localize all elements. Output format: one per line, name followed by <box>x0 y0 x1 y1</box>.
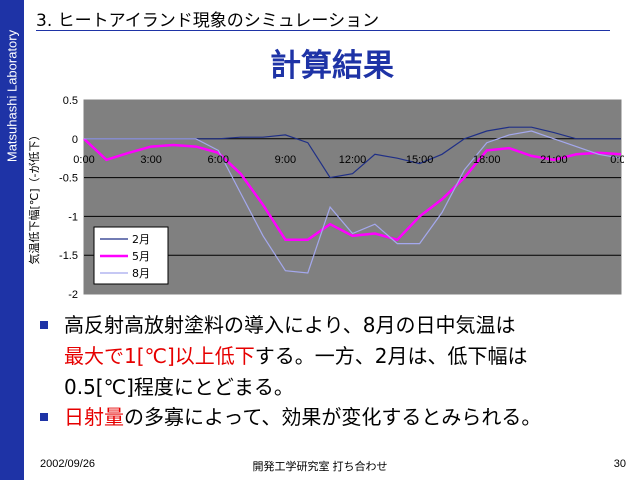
sidebar-label: Matsuhashi Laboratory <box>4 29 20 163</box>
x-tick-label: 3:00 <box>140 154 161 166</box>
bullet-line: 日射量の多寡によって、効果が変化するとみられる。 <box>64 404 541 431</box>
bullet-text: 0.5[℃]程度にとどまる。 <box>64 375 294 399</box>
bullet-text: の多寡によって、効果が変化するとみられる。 <box>124 405 542 429</box>
legend-label: 8月 <box>132 267 150 280</box>
y-tick-label: -0.5 <box>59 173 78 185</box>
legend-label: 2月 <box>132 233 150 246</box>
heading-rule <box>36 30 610 31</box>
series-line-3 <box>84 130 622 274</box>
footer-page-number: 30 <box>613 458 626 470</box>
x-tick-label: 9:00 <box>275 154 296 166</box>
bullet-square-icon <box>40 321 48 329</box>
y-axis-label: 気温低下幅[℃]（-が低下） <box>27 130 41 265</box>
y-tick-label: -2 <box>68 289 78 301</box>
bullet-line: 0.5[℃]程度にとどまる。 <box>64 374 294 401</box>
bullet-square-icon <box>40 413 48 421</box>
sidebar <box>0 0 24 480</box>
bullet-text: 高反射高放射塗料の導入により、8月の日中気温は <box>64 313 516 337</box>
sidebar-label-wrap: Matsuhashi Laboratory <box>0 0 24 480</box>
section-heading: 3. ヒートアイランド現象のシミュレーション <box>36 11 380 31</box>
legend-label: 5月 <box>132 250 150 263</box>
line-chart: 0:00 3:00 6:00 9:00 12:00 15:00 18:00 21:00 0:0 0… <box>27 95 624 301</box>
y-tick-label: 0 <box>72 134 78 146</box>
footer-date: 2002/09/26 <box>40 458 96 470</box>
y-tick-label: -1 <box>68 211 78 223</box>
bullet-line: 高反射高放射塗料の導入により、8月の日中気温は <box>64 312 516 339</box>
y-tick-label: -1.5 <box>59 250 78 262</box>
bullet-line: 最大で1[℃]以上低下する。一方、2月は、低下幅は <box>64 343 528 370</box>
y-tick-label: 0.5 <box>63 95 78 107</box>
bullet-text: する。一方、2月は、低下幅は <box>254 344 528 368</box>
x-tick-label: 0:00 <box>610 154 624 166</box>
series-line-2 <box>83 137 622 242</box>
footer-event: 開発工学研究室 打ち合わせ <box>252 461 388 473</box>
x-tick-label: 21:00 <box>540 154 568 166</box>
highlight-text: 最大で1[℃]以上低下 <box>64 344 255 368</box>
x-tick-label: 18:00 <box>473 154 501 166</box>
chart-legend: 2月 5月 8月 <box>93 226 169 285</box>
highlight-text: 日射量 <box>64 405 124 429</box>
x-tick-label: 6:00 <box>208 154 229 166</box>
x-tick-label: 12:00 <box>339 154 367 166</box>
x-tick-label: 15:00 <box>406 154 434 166</box>
slide-title: 計算結果 <box>270 48 394 84</box>
x-tick-label: 0:00 <box>73 154 94 166</box>
plot-area <box>83 99 622 295</box>
